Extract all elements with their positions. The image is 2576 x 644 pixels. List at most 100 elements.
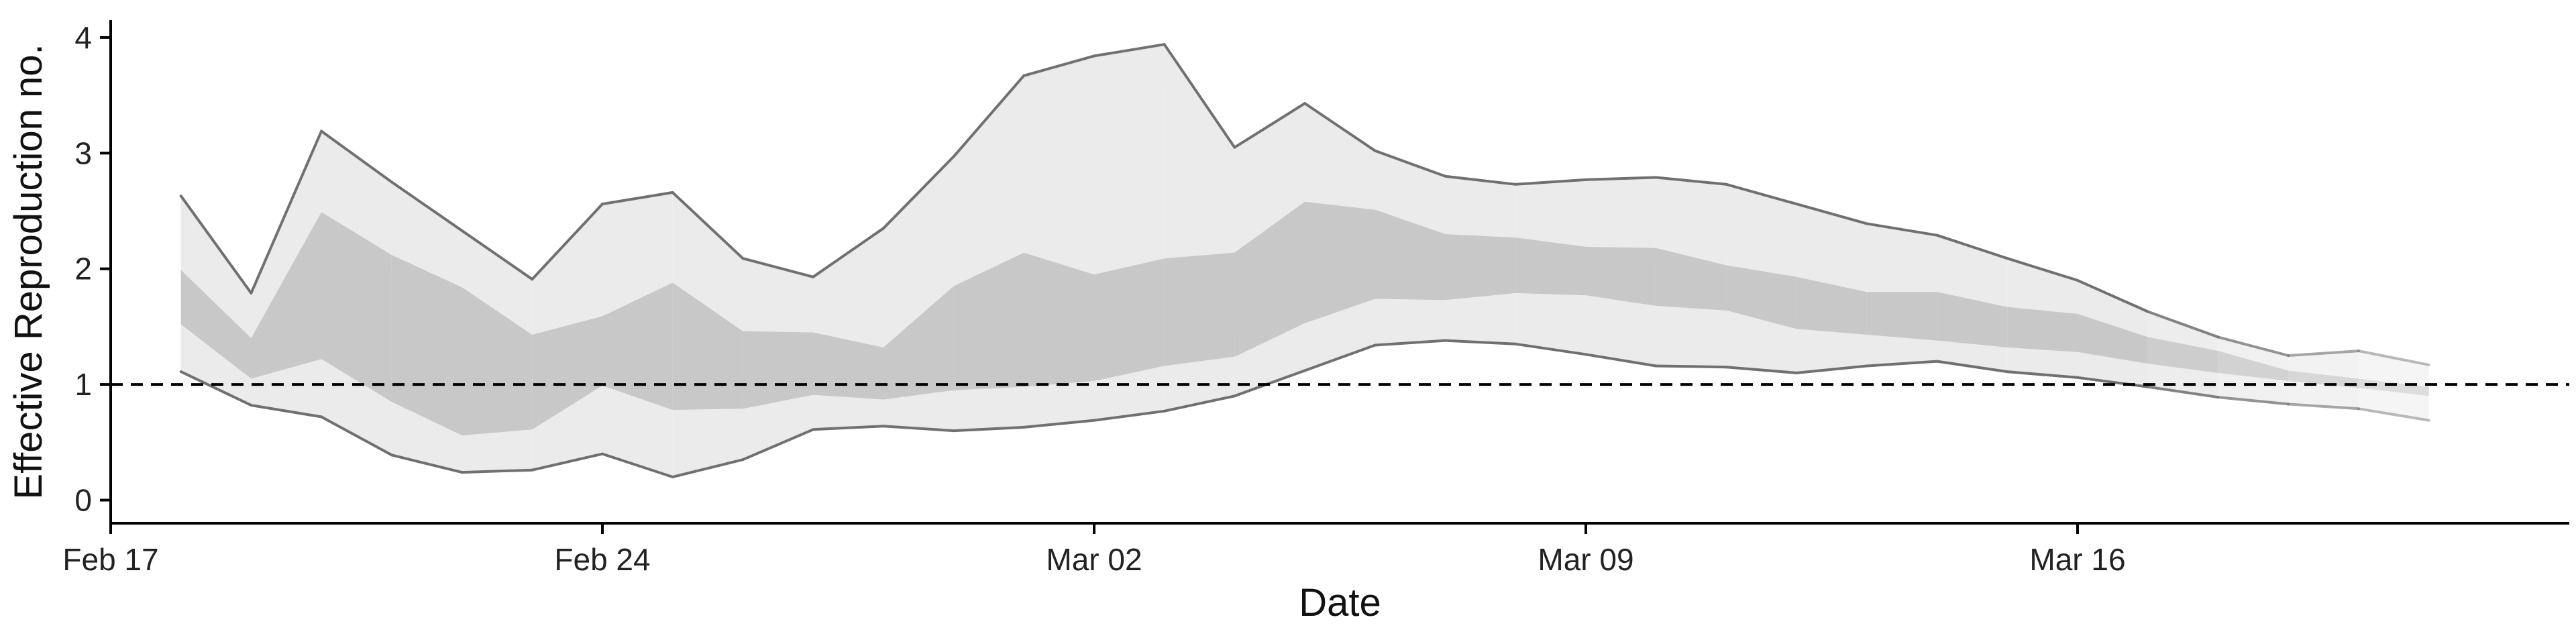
outer-band-upper-line: [2287, 350, 2360, 357]
outer-band-upper-line: [741, 257, 815, 278]
outer-band-lower-line: [1585, 353, 1658, 368]
outer-band-upper-line: [1093, 43, 1166, 58]
inner-band-segment: [180, 270, 252, 379]
inner-band-segment: [2288, 370, 2359, 388]
inner-band-segment: [672, 282, 743, 410]
y-tick-label: 4: [74, 20, 92, 55]
outer-band-lower-line: [1725, 366, 1799, 374]
outer-band-lower-line: [1163, 394, 1236, 413]
outer-band-lower-line: [1093, 409, 1166, 422]
y-tick-label: 1: [74, 367, 92, 402]
outer-band-lower-line: [671, 458, 745, 478]
inner-band-segment: [813, 332, 883, 400]
y-tick-label: 3: [74, 136, 92, 170]
outer-band-lower-line: [2006, 370, 2079, 379]
outer-band-lower-line: [741, 428, 815, 462]
inner-band-segment: [2147, 337, 2218, 373]
outer-band-lower-line: [952, 425, 1026, 433]
inner-band-segment: [251, 212, 322, 379]
outer-band-upper-line: [1514, 178, 1587, 186]
inner-band-segment: [2358, 378, 2429, 396]
outer-band-upper-line: [1725, 182, 1799, 206]
y-tick-layer: 0 1 2 3 4: [74, 20, 111, 518]
inner-band-segment: [462, 287, 533, 435]
outer-band-upper-line: [250, 129, 323, 294]
inner-band-segment: [1375, 209, 1446, 301]
x-axis-title: Date: [1299, 581, 1381, 625]
outer-band-lower-line: [1795, 364, 1868, 374]
inner-band-segment: [1234, 201, 1305, 357]
outer-band-lower-line: [250, 404, 323, 419]
inner-band-segment: [602, 282, 673, 410]
outer-band-upper-line: [390, 180, 464, 232]
outer-band-upper-line: [2076, 278, 2149, 313]
inner-band-segment: [391, 255, 462, 435]
outer-band-upper-line: [1935, 233, 2009, 260]
y-axis-title: Effective Reproduction no.: [7, 44, 50, 499]
outer-band-lower-line: [1514, 342, 1587, 356]
outer-band-lower-line: [812, 425, 885, 431]
outer-band-lower-line: [2146, 385, 2220, 399]
band-layer: [179, 43, 2430, 478]
outer-band-upper-line: [460, 229, 534, 281]
outer-band-lower-line: [601, 452, 674, 478]
outer-band-lower-line: [1935, 360, 2009, 374]
outer-band-upper-line: [2006, 257, 2079, 282]
inner-band-segment: [1726, 265, 1797, 329]
outer-band-lower-line: [390, 453, 464, 474]
outer-band-lower-line: [2287, 402, 2360, 411]
y-tick-label: 0: [74, 483, 92, 518]
inner-band-segment: [1024, 252, 1094, 387]
outer-band-upper-line: [1585, 176, 1658, 181]
outer-band-upper-line: [1163, 43, 1236, 149]
axis-layer: [109, 20, 2569, 525]
outer-band-segment: [813, 228, 883, 430]
outer-band-upper-line: [601, 191, 674, 206]
outer-band-upper-line: [179, 195, 253, 294]
outer-band-upper-line: [952, 74, 1026, 158]
outer-band-lower-line: [2216, 396, 2290, 406]
inner-band-segment: [1586, 246, 1656, 306]
inner-band-segment: [1937, 292, 2008, 347]
outer-band-upper-line: [2357, 350, 2430, 366]
x-tick-layer: Feb 17 Feb 24 Mar 02 Mar 09 Mar 16: [62, 523, 2126, 577]
outer-band-lower-line: [1444, 339, 1517, 345]
outer-band-lower-line: [881, 425, 955, 433]
inner-band-segment: [2218, 351, 2289, 381]
x-tick-label: Mar 16: [2029, 542, 2125, 577]
outer-band-upper-line: [1373, 149, 1447, 178]
outer-band-upper-line: [1233, 102, 1307, 149]
inner-band-segment: [1305, 201, 1375, 323]
inner-band-segment: [1866, 292, 1937, 341]
inner-band-segment: [743, 331, 814, 409]
x-tick-label: Mar 02: [1046, 542, 1142, 577]
y-tick-label: 2: [74, 252, 92, 286]
outer-band-lower-line: [2076, 376, 2149, 388]
outer-band-upper-line: [531, 203, 604, 281]
outer-band-upper-line: [1795, 203, 1868, 225]
outer-band-lower-line: [1654, 364, 1728, 369]
inner-band-segment: [2007, 307, 2078, 352]
inner-band-segment: [1515, 237, 1586, 296]
outer-band-upper-line: [812, 227, 885, 278]
outer-band-lower-line: [1303, 343, 1377, 372]
inner-band-segment: [1796, 276, 1867, 335]
outer-band-lower-line: [531, 452, 604, 472]
outer-band-lower-line: [179, 370, 253, 407]
inner-band-segment: [953, 252, 1024, 390]
outer-band-upper-line: [1444, 174, 1517, 186]
outer-band-upper-line: [2216, 335, 2290, 357]
inner-band-segment: [1656, 248, 1727, 311]
inner-band-segment: [1445, 234, 1516, 301]
inner-band-segment: [532, 316, 602, 430]
inner-band-segment: [321, 212, 392, 402]
outer-band-upper-line: [671, 191, 745, 260]
outer-band-lower-line: [1865, 360, 1939, 368]
x-tick-label: Mar 09: [1538, 542, 1633, 577]
x-tick-label: Feb 17: [62, 542, 158, 577]
outer-band-lower-line: [460, 468, 534, 474]
outer-band-upper-line: [881, 155, 955, 230]
outer-band-upper-line: [320, 129, 393, 184]
